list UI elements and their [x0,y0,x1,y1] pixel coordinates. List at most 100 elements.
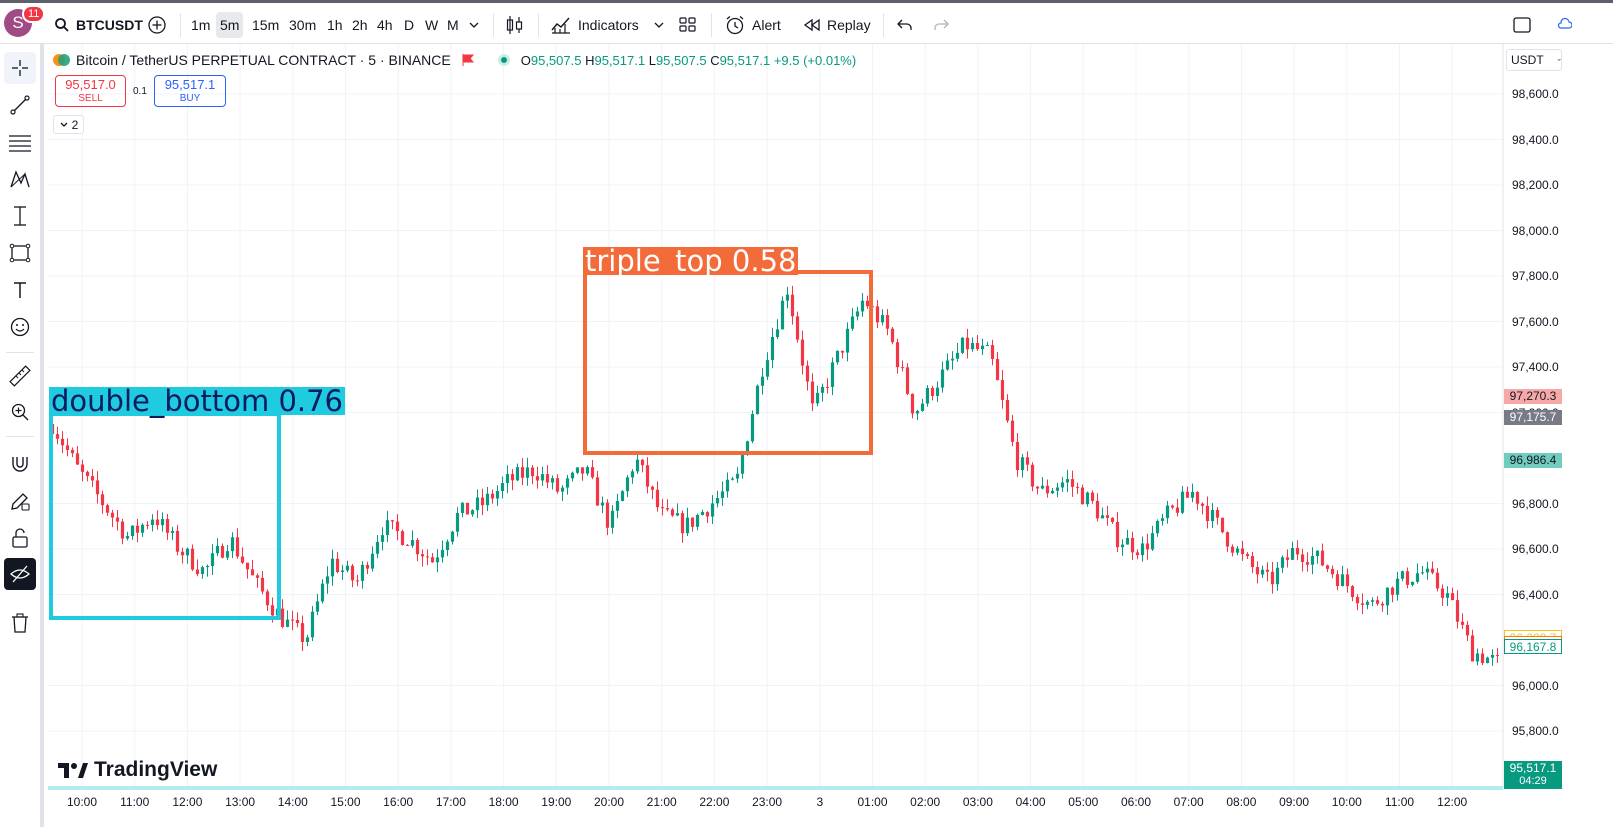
interval-30m[interactable]: 30m [289,17,317,33]
candle-body [270,605,275,616]
notification-badge[interactable]: 11 [22,5,46,23]
bar-countdown: 04:29 [1504,775,1562,789]
redo-button[interactable] [932,12,950,38]
replay-label: Replay [827,17,871,33]
measure-tool[interactable] [4,360,36,392]
grid-layout-icon [679,17,696,32]
projection-tool[interactable] [4,200,36,232]
currency-selector[interactable]: USDT [1506,49,1562,71]
interval-dropdown[interactable] [468,12,480,38]
candle-body [1370,600,1375,602]
magnet-icon [12,457,28,472]
indicators-collapse-button[interactable]: 2 [53,115,84,134]
chart-type-button[interactable] [505,12,525,38]
interval-4h[interactable]: 4h [377,17,393,33]
price-tick: 97,800.0 [1512,269,1559,283]
candle-body [65,445,70,450]
alert-label: Alert [752,17,781,33]
crosshair-tool[interactable] [4,52,36,84]
fib-lines-icon [9,135,31,152]
candle-body [705,512,710,517]
flag-icon[interactable] [461,53,475,67]
tradingview-logo[interactable]: TradingView [58,758,217,782]
candle-body [970,342,975,350]
candle-body [1055,487,1060,491]
candle-body [325,576,330,584]
candle-body [1135,552,1140,556]
icon-tool[interactable] [4,311,36,343]
interval-1h[interactable]: 1h [327,17,343,33]
text-tool[interactable] [4,274,36,306]
candle-body [600,502,605,506]
candle-body [1275,567,1280,585]
candle-body [320,583,325,602]
candle-body [110,512,115,518]
alarm-clock-icon [726,16,744,35]
candle-body [90,476,95,481]
candle-body [425,556,430,558]
symbol-search-button[interactable]: BTCUSDT [54,12,143,38]
fib-retracement-tool[interactable] [4,126,36,158]
buy-button[interactable]: 95,517.1 BUY [154,75,226,107]
candle-body [355,580,360,582]
candle-body [610,510,615,528]
lock-drawings-tool[interactable] [4,522,36,554]
sell-button[interactable]: 95,517.0 SELL [55,75,126,107]
candle-body [690,517,695,527]
save-button[interactable] [1558,12,1572,38]
zoom-in-tool[interactable] [4,396,36,428]
symbol-title[interactable]: Bitcoin / TetherUS PERPETUAL CONTRACT · … [76,52,451,68]
layout-button[interactable] [678,12,698,38]
tradingview-logo-icon [58,763,88,778]
interval-D[interactable]: D [404,17,415,33]
candle-body [635,459,640,472]
hide-drawings-tool[interactable] [4,558,36,590]
candles-icon [506,16,523,34]
alert-button[interactable]: Alert [724,12,781,38]
candle-body [335,558,340,573]
undo-button[interactable] [896,12,914,38]
candle-body [835,350,840,363]
time-tick: 18:00 [488,795,519,809]
indicators-dropdown[interactable] [653,12,665,38]
toolbar-divider [538,13,539,37]
time-axis-bar [48,786,1503,790]
candle-body [1220,517,1225,533]
market-status-icon[interactable] [497,53,511,67]
keep-drawing-tool[interactable] [4,485,36,517]
candle-body [785,294,790,301]
price-tick: 96,000.0 [1512,678,1559,693]
interval-1m[interactable]: 1m [191,17,211,33]
interval-5m[interactable]: 5m [216,12,244,38]
candle-body [1150,533,1155,550]
candle-body [985,345,990,347]
interval-M[interactable]: M [447,17,459,33]
candle-body [555,478,560,492]
candle-body [1340,574,1345,587]
price-tick: 95,800.0 [1512,724,1559,738]
price-tick: 98,000.0 [1512,223,1559,238]
candle-body [685,517,690,534]
magnet-tool[interactable] [4,448,36,480]
indicators-button[interactable]: Indicators [550,12,639,38]
remove-drawings-tool[interactable] [4,607,36,639]
interval-2h[interactable]: 2h [352,17,368,33]
trend-line-tool[interactable] [4,89,36,121]
fullscreen-button[interactable] [1512,12,1532,38]
candle-body [540,474,545,481]
replay-button[interactable]: Replay [802,12,871,38]
compare-symbol-button[interactable] [147,12,167,38]
candle-body [790,294,795,317]
candle-body [1175,507,1180,513]
interval-15m[interactable]: 15m [252,17,280,33]
interval-W[interactable]: W [425,17,439,33]
candle-body [1030,464,1035,487]
shape-tool[interactable] [4,237,36,269]
candle-body [965,337,970,350]
candle-body [135,525,140,533]
candle-body [535,476,540,481]
candle-body [155,519,160,526]
pattern-tool[interactable] [4,163,36,195]
candle-body [1445,593,1450,598]
